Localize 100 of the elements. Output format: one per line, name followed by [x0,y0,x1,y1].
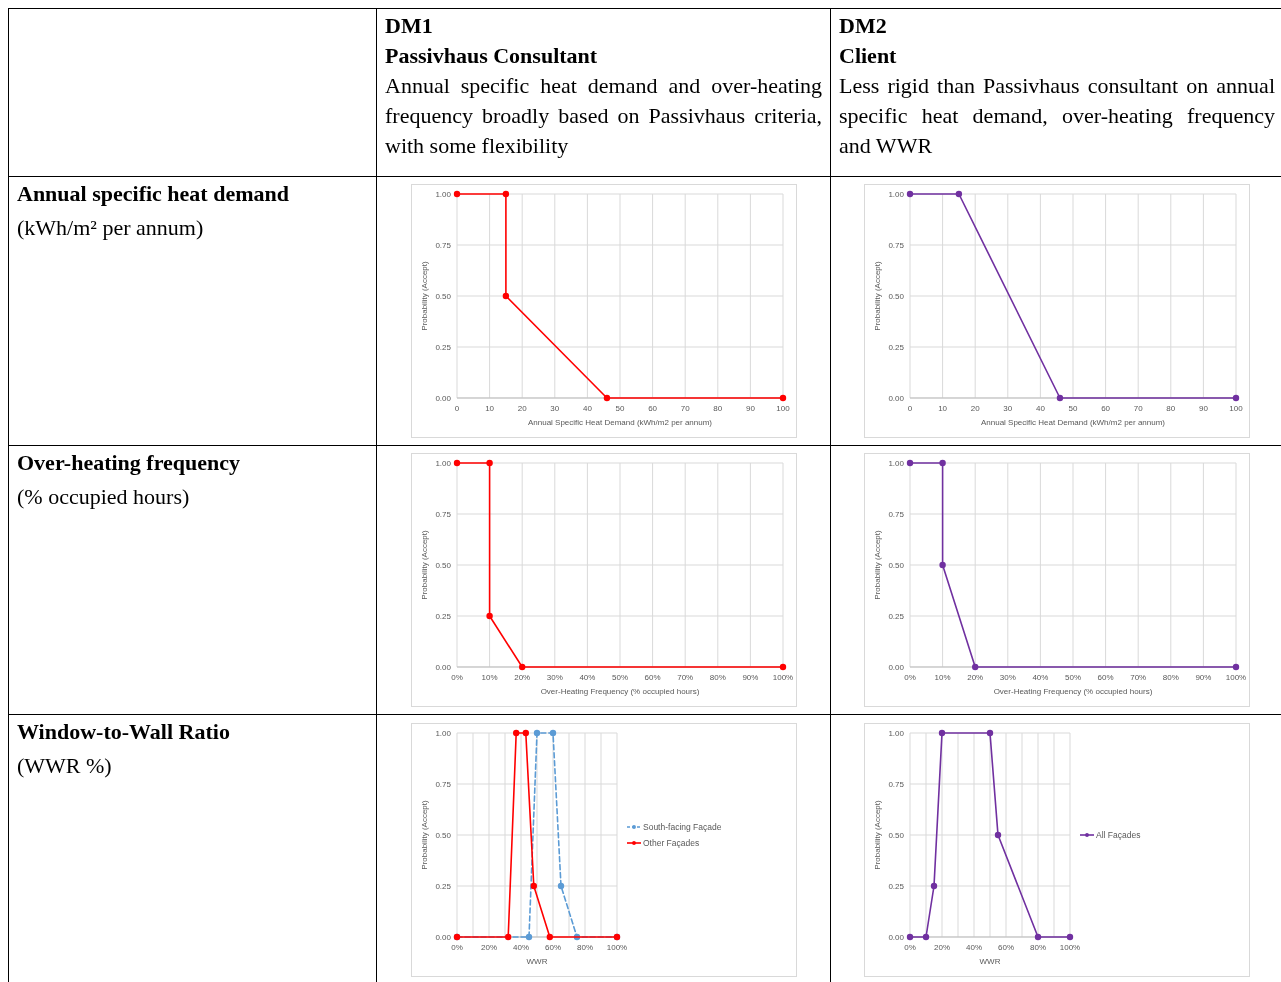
x-tick-label: 70% [1130,673,1147,682]
y-tick-label: 0.50 [888,561,905,570]
y-tick-label: 1.00 [888,190,905,199]
y-tick-label: 0.50 [888,830,905,840]
x-tick-label: 40% [965,942,983,952]
point [779,394,786,402]
x-tick-label: 10 [938,404,948,413]
point [525,933,532,940]
y-tick-label: 0.00 [888,932,905,942]
text: Annual specific heat demand and over-heating frequency broadly based on Passivhaus criteria, with some flexibility [385,72,822,160]
x-tick-label: 80 [1166,404,1176,413]
y-tick-label: 0.25 [434,612,452,621]
y-tick-label: 0.75 [888,241,905,250]
y-tick-label: 1.00 [434,459,452,468]
x-tick-label: 20 [517,404,527,413]
x-tick-label: 90 [745,404,755,413]
point [930,882,938,889]
point [518,663,525,671]
x-tick-label: 40 [582,404,592,413]
legend-label: All Façades [1096,829,1141,840]
point [504,933,511,940]
y-tick-label: 1.00 [888,459,905,468]
y-axis-title: Probability (Accept) [873,529,882,600]
point [453,459,460,467]
x-tick-label: 60 [1101,404,1111,413]
point [1232,663,1240,671]
x-tick-label: 10% [934,673,951,682]
x-axis-title: WWR [526,956,548,966]
y-axis-title: Probability (Accept) [873,260,882,331]
x-axis-title: Annual Specific Heat Demand (kWh/m2 per annum) [527,418,712,427]
x-tick-label: 50 [1068,404,1078,413]
point [972,663,979,671]
x-tick-label: 80% [1162,673,1179,682]
x-tick-label: 90 [1198,404,1209,413]
x-tick-label: 100% [606,942,627,952]
x-tick-label: 0% [904,673,916,682]
point [530,882,537,889]
text: Less rigid than Passivhaus consultant on annual specific heat demand, over-heating frequency and WWR [839,72,1275,160]
point [939,561,946,569]
x-tick-label: 10 [484,404,495,413]
point [512,729,519,736]
x-tick-label: 0% [450,673,463,682]
point [1066,933,1074,940]
text: (kWh/m² per annum) [17,214,205,242]
x-tick-label: 50% [611,673,628,682]
x-tick-label: 70% [676,673,693,682]
text: (WWR %) [17,752,113,780]
legend-label: Other Façades [642,837,699,848]
y-tick-label: 1.00 [434,190,452,199]
point [557,882,564,889]
y-axis-title: Probability (Accept) [873,799,882,870]
y-tick-label: 0.50 [434,561,452,570]
point [502,190,509,198]
x-tick-label: 0% [904,942,916,952]
y-tick-label: 0.25 [888,881,905,891]
point [522,729,529,736]
y-tick-label: 0.00 [434,663,452,672]
x-tick-label: 50% [1064,673,1082,682]
x-tick-label: 60% [1097,673,1114,682]
x-tick-label: 30% [546,673,563,682]
y-tick-label: 0.75 [434,510,452,519]
x-tick-label: 100% [1059,942,1081,952]
y-tick-label: 0.25 [888,343,905,352]
x-axis-title: Annual Specific Heat Demand (kWh/m2 per annum) [980,418,1166,427]
x-tick-label: 80 [712,404,723,413]
y-tick-label: 0.75 [434,779,452,789]
y-tick-label: 0.00 [434,394,452,403]
y-tick-label: 1.00 [434,728,452,738]
y-tick-label: 0.00 [888,663,905,672]
text: Over-heating frequency [17,449,242,477]
point [994,831,1002,838]
y-tick-label: 0.75 [888,779,905,789]
x-tick-label: 80% [1029,942,1047,952]
x-tick-label: 40 [1035,404,1046,413]
x-tick-label: 60 [647,404,658,413]
x-tick-label: 60% [997,942,1015,952]
point [939,459,946,467]
text: DM2 [839,12,888,40]
point [485,459,493,467]
y-tick-label: 0.50 [434,830,452,840]
point [986,729,994,736]
x-axis-title: Over-Heating Frequency (% occupied hours) [993,687,1153,696]
text: Window-to-Wall Ratio [17,718,231,746]
text: Passivhaus Consultant [385,42,599,70]
x-tick-label: 70 [1133,404,1144,413]
point [938,729,946,736]
x-tick-label: 20% [967,673,984,682]
y-tick-label: 0.00 [434,932,452,942]
x-tick-label: 100 [775,404,790,413]
y-tick-label: 0.50 [434,292,452,301]
text: DM1 [385,12,434,40]
x-tick-label: 50 [615,404,625,413]
y-tick-label: 0.25 [434,343,452,352]
text: Annual specific heat demand [17,180,290,208]
y-tick-label: 0.25 [888,612,905,621]
x-tick-label: 20% [480,942,497,952]
point [603,394,610,402]
y-axis-title: Probability (Accept) [419,260,429,331]
point [906,459,914,467]
point [779,663,786,671]
